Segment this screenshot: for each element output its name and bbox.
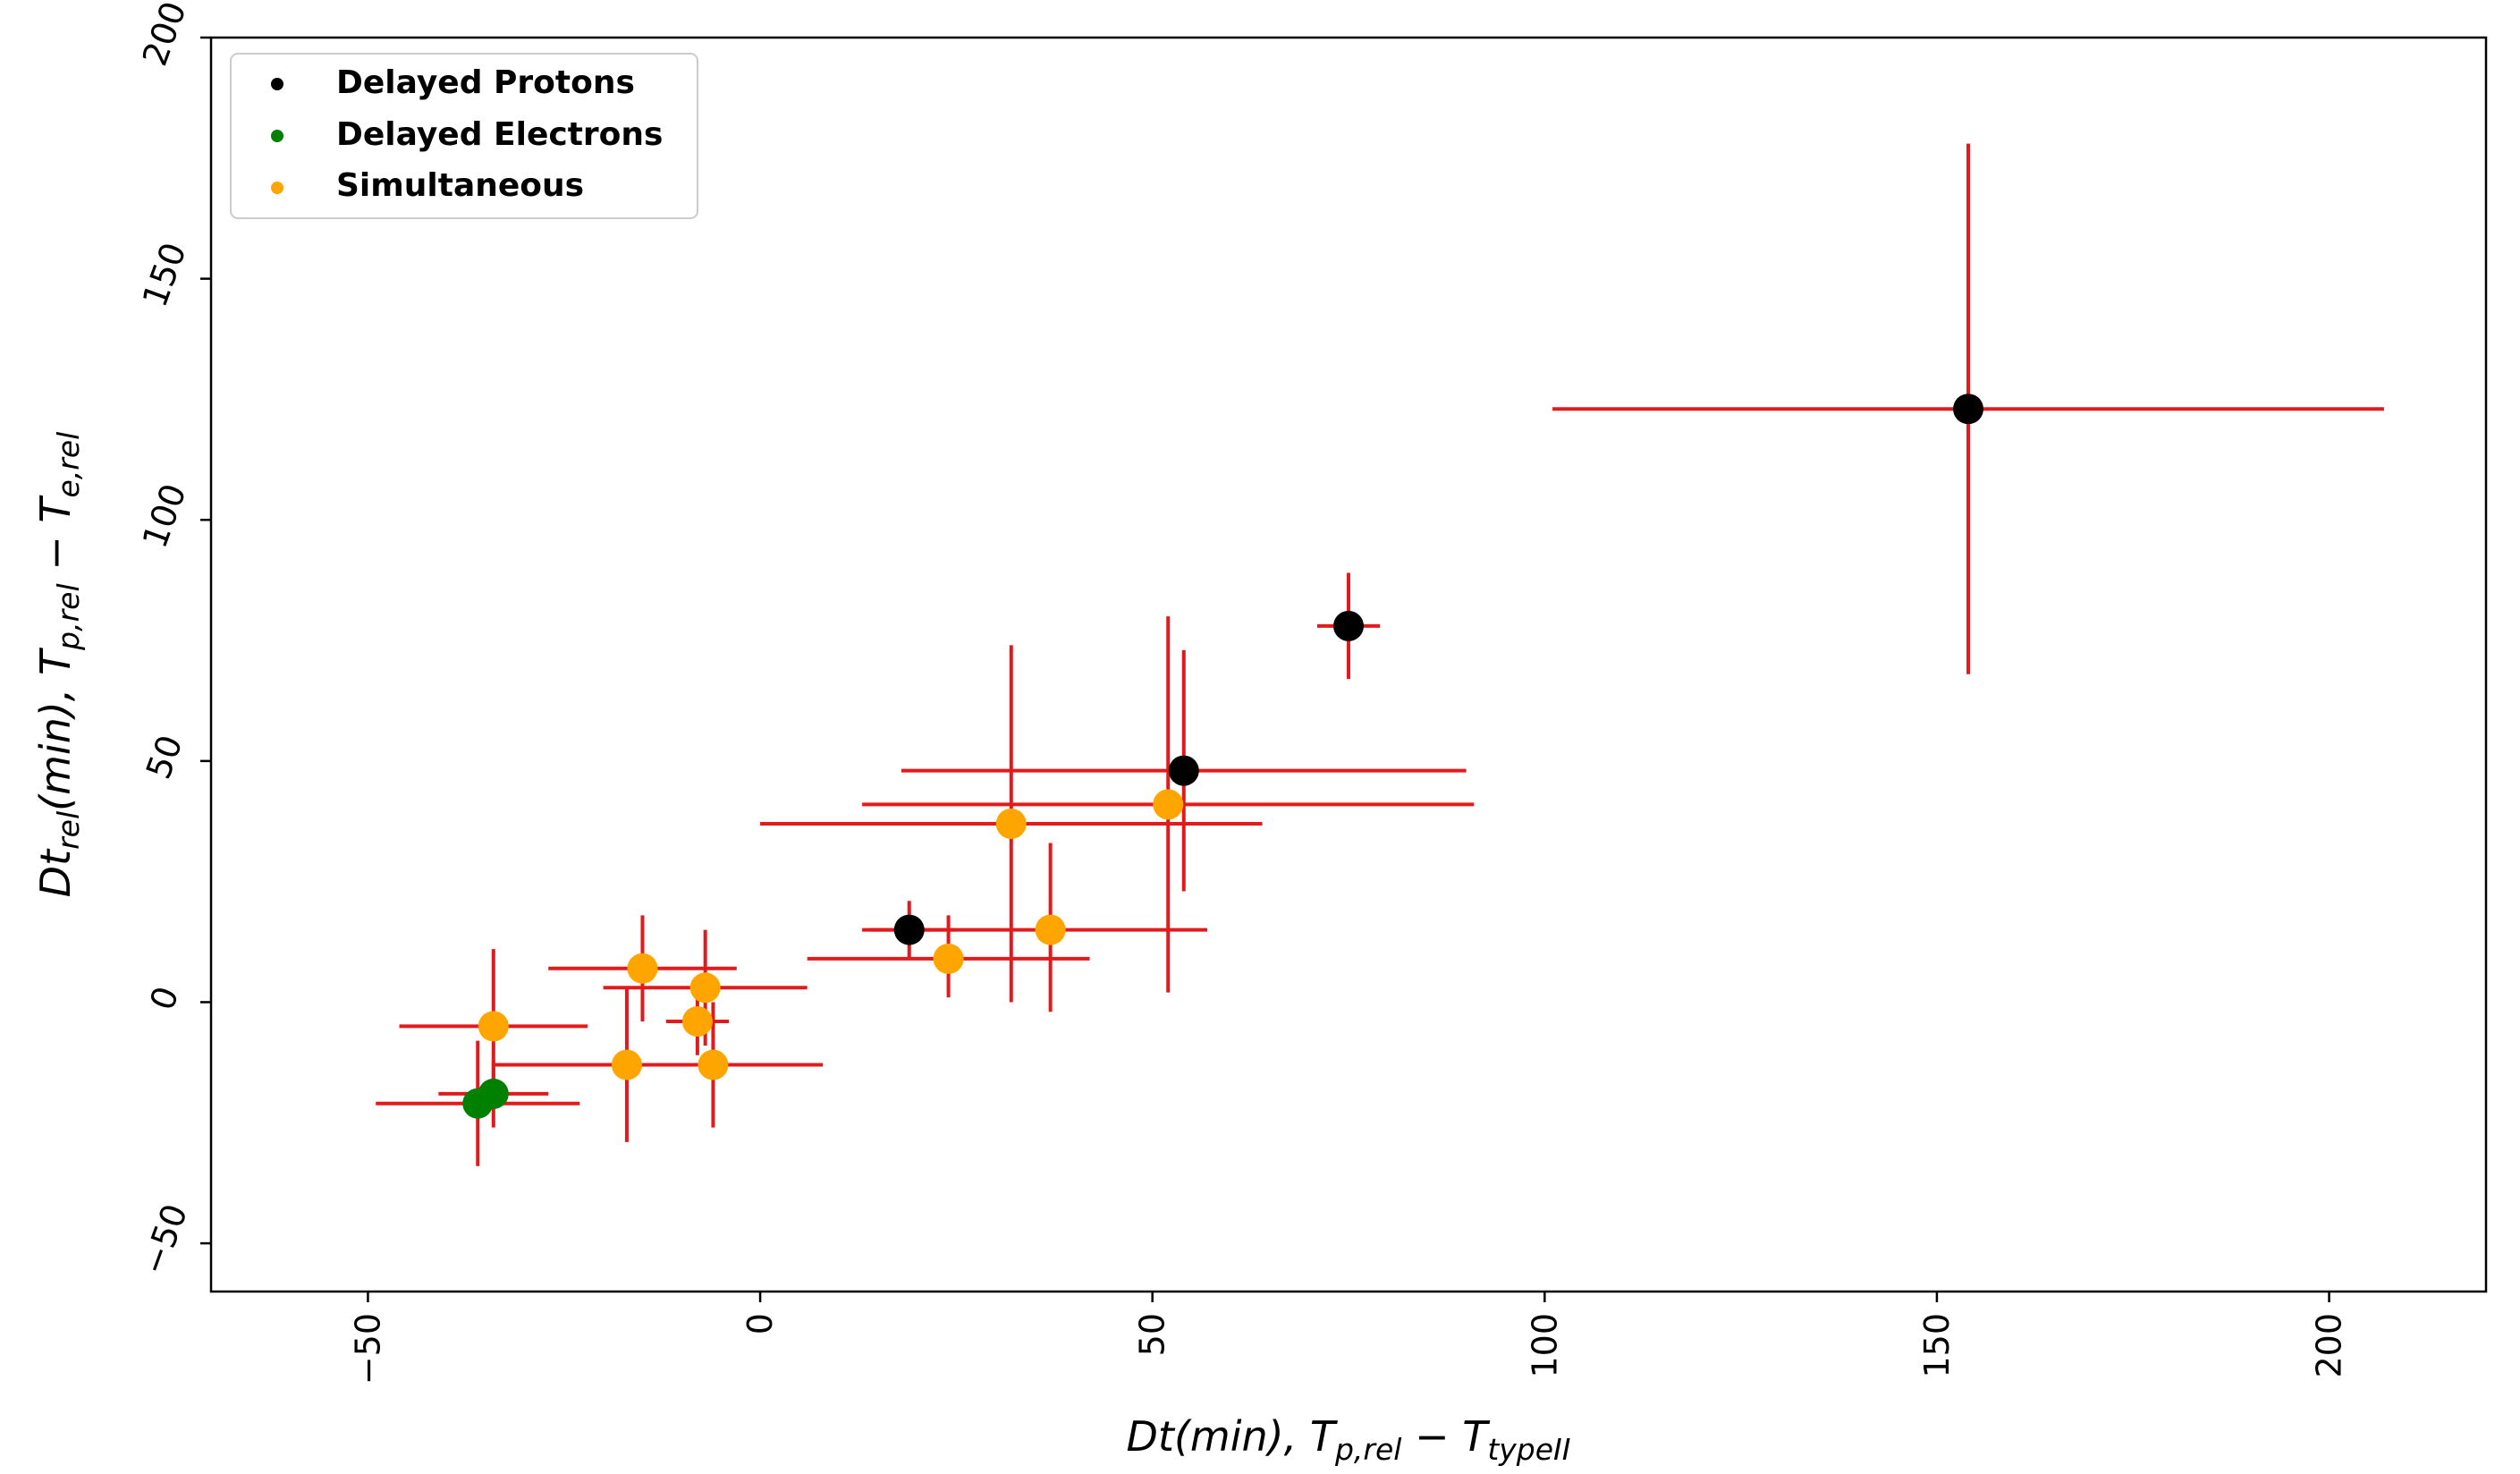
point-delayed-protons-1 — [1953, 394, 1984, 425]
legend-marker-simultaneous — [271, 182, 283, 194]
x-tick-label: 50 — [1133, 1313, 1172, 1356]
x-axis-ticks: −50 0 50 100 150 200 — [348, 1292, 2349, 1385]
point-simultaneous-4 — [933, 943, 964, 974]
y-axis-label-sub1: p,rel — [51, 583, 86, 650]
x-axis-label-sub2: typeII — [1487, 1432, 1570, 1467]
x-tick-label: 150 — [1917, 1313, 1957, 1378]
y-axis-label: Dtrel(min), Tp,rel − Te,rel — [31, 432, 86, 898]
y-axis-label-base2: (min), T — [31, 647, 80, 811]
point-simultaneous-3 — [1035, 914, 1066, 945]
legend-label-delayed-protons: Delayed Protons — [336, 64, 635, 101]
plot-frame — [209, 36, 2488, 1293]
y-axis-label-mid: − T — [31, 495, 80, 584]
y-axis-label-base: Dt — [31, 848, 80, 897]
data-points — [462, 394, 1984, 1119]
y-axis-label-sub0: rel — [51, 811, 86, 850]
legend-box — [230, 53, 698, 219]
x-tick-label: −50 — [348, 1313, 387, 1385]
x-tick-label: 100 — [1525, 1313, 1564, 1378]
legend-marker-delayed-electrons — [271, 130, 283, 142]
point-delayed-electrons-2 — [478, 1078, 509, 1109]
point-simultaneous-2 — [1153, 789, 1184, 820]
legend: Delayed Protons Delayed Electrons Simult… — [230, 53, 698, 219]
point-delayed-protons-3 — [1168, 755, 1199, 786]
x-axis-label-base: Dt(min), T — [1127, 1412, 1339, 1461]
point-simultaneous-9 — [611, 1049, 642, 1080]
y-axis-label-sub2: e,rel — [51, 432, 86, 498]
point-simultaneous-5 — [627, 953, 658, 984]
legend-label-delayed-electrons: Delayed Electrons — [336, 116, 663, 153]
x-tick-label: 0 — [740, 1313, 780, 1334]
point-simultaneous-6 — [689, 972, 721, 1004]
x-tick-label: 200 — [2310, 1313, 2349, 1378]
x-axis-label-mid: − T — [1401, 1412, 1491, 1461]
legend-label-simultaneous: Simultaneous — [336, 167, 584, 204]
legend-marker-delayed-protons — [271, 78, 283, 90]
point-simultaneous-10 — [698, 1049, 729, 1080]
point-simultaneous-8 — [478, 1011, 509, 1042]
x-axis-label-sub1: p,rel — [1334, 1432, 1401, 1467]
point-delayed-protons-4 — [893, 914, 925, 945]
point-delayed-protons-2 — [1333, 610, 1364, 641]
point-simultaneous-7 — [681, 1006, 713, 1038]
x-axis-label: Dt(min), Tp,rel − TtypeII — [1127, 1412, 1571, 1467]
point-simultaneous-1 — [995, 808, 1027, 839]
